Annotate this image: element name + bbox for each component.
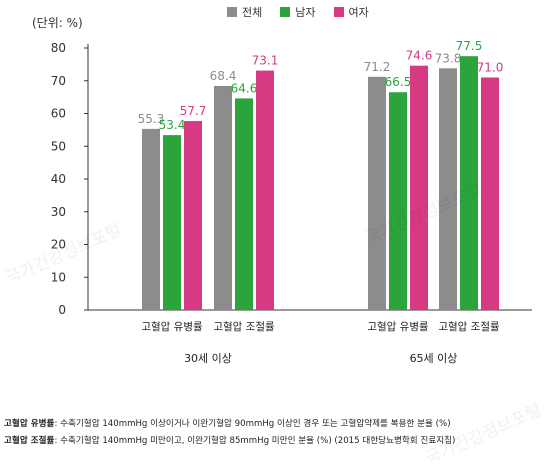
data-label: 73.8: [435, 51, 462, 65]
bar: [235, 98, 253, 310]
bar: [368, 76, 386, 310]
y-tick-label: 20: [51, 238, 66, 252]
legend-swatch-female: [333, 7, 344, 17]
y-tick-label: 30: [51, 205, 66, 219]
data-label: 71.2: [364, 60, 391, 74]
data-label: 64.6: [231, 81, 258, 95]
data-label: 71.0: [477, 60, 504, 74]
legend-label-female: 여자: [348, 6, 369, 19]
data-label: 57.7: [180, 104, 207, 118]
footnote-term-control: 고혈압 조절률: [4, 436, 55, 446]
legend-item-male: 남자: [280, 4, 316, 20]
footnote-prevalence: 고혈압 유병률: 수축기혈압 140mmHg 이상이거나 이완기혈압 90mmH…: [4, 416, 455, 433]
data-label: 74.6: [406, 49, 433, 63]
bar-chart: 0 10 20 30 40 50 60 70 80 55.353.457.7 고혈압 유병률 68.4…: [51, 39, 532, 365]
footnote-text-prevalence: : 수축기혈압 140mmHg 이상이거나 이완기혈압 90mmHg 이상인 경…: [54, 419, 451, 429]
bar: [389, 92, 407, 311]
footnotes: 고혈압 유병률: 수축기혈압 140mmHg 이상이거나 이완기혈압 90mmH…: [4, 416, 455, 450]
footnote-text-control: : 수축기혈압 140mmHg 미만이고, 이완기혈압 85mmHg 미만인 분…: [54, 436, 456, 446]
group-label: 65세 이상: [410, 352, 458, 365]
bar: [214, 85, 232, 311]
category-label: 고혈압 유병률: [367, 320, 429, 333]
bar: [163, 135, 181, 310]
data-label: 68.4: [210, 69, 237, 83]
y-tick-label: 50: [51, 139, 66, 153]
legend-swatch-total: [227, 7, 237, 17]
bar: [184, 121, 202, 310]
group-label: 30세 이상: [184, 352, 232, 365]
bar: [460, 56, 478, 310]
y-tick-label: 60: [51, 107, 66, 121]
bar: [142, 128, 160, 310]
category-label: 고혈압 조절률: [213, 320, 275, 333]
legend: 전체 남자 여자: [227, 4, 369, 20]
bar: [410, 65, 428, 310]
legend-label-total: 전체: [242, 6, 263, 19]
footnote-term-prevalence: 고혈압 유병률: [4, 419, 55, 429]
category-label: 고혈압 유병률: [141, 320, 203, 333]
category-label: 고혈압 조절률: [438, 320, 500, 333]
y-tick-label: 80: [51, 41, 66, 55]
data-label: 53.4: [159, 118, 186, 132]
footnote-control: 고혈압 조절률: 수축기혈압 140mmHg 미만이고, 이완기혈압 85mmH…: [4, 433, 455, 450]
data-label: 77.5: [456, 39, 483, 53]
data-label: 55.3: [138, 112, 165, 126]
legend-label-male: 남자: [295, 6, 316, 19]
y-tick-label: 40: [51, 172, 66, 186]
y-tick-label: 10: [51, 270, 66, 284]
bar: [256, 70, 274, 310]
legend-item-female: 여자: [333, 4, 369, 20]
y-tick-label: 70: [51, 74, 66, 88]
legend-item-total: 전체: [227, 4, 262, 20]
bar: [481, 77, 499, 310]
data-label: 66.5: [385, 75, 412, 89]
unit-label: (단위: %): [32, 16, 83, 30]
legend-swatch-male: [280, 7, 291, 17]
data-label: 73.1: [252, 54, 279, 68]
bar: [439, 68, 457, 311]
y-tick-label: 0: [58, 303, 66, 317]
